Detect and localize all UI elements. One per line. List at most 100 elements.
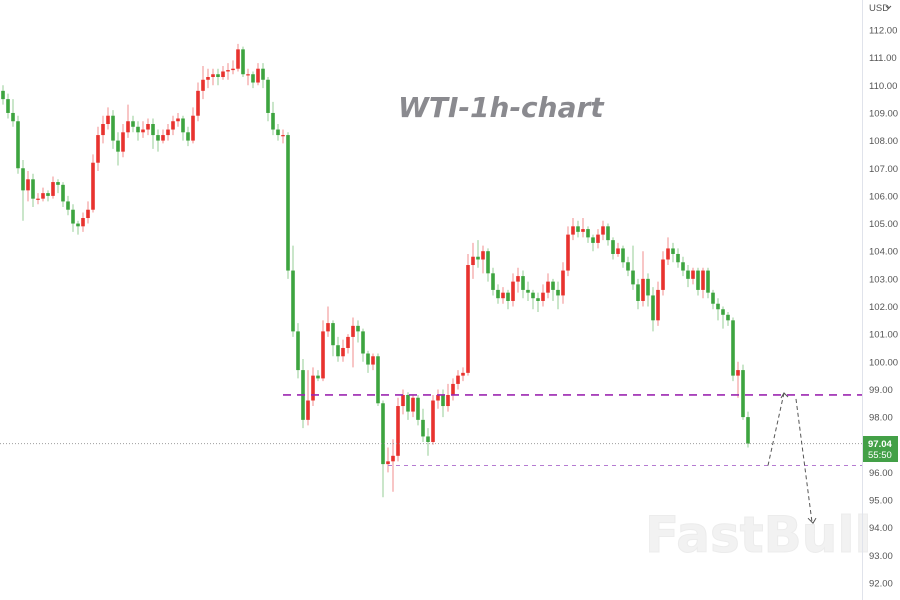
price-axis[interactable]: 112.00 111.00 110.00 109.00 108.00 107.00 106.…: [869, 26, 898, 590]
candle: [581, 218, 585, 238]
candle-body: [441, 394, 445, 407]
candle: [566, 226, 570, 277]
candle: [191, 107, 195, 144]
candle: [391, 439, 395, 492]
candle: [541, 284, 545, 307]
candle: [686, 265, 690, 288]
candle-body: [351, 325, 355, 337]
drawings-layer: [0, 392, 862, 524]
candle: [326, 306, 330, 337]
price-tick-label: 98.00: [869, 413, 893, 424]
candle-body: [216, 74, 220, 78]
candle-body: [481, 251, 485, 260]
candle-body: [276, 129, 280, 136]
candle: [481, 245, 485, 274]
candle: [441, 389, 445, 418]
candle: [116, 132, 120, 166]
candle: [81, 212, 85, 232]
candle-body: [571, 226, 575, 235]
candle: [361, 328, 365, 362]
candle: [651, 287, 655, 332]
candle: [271, 101, 275, 136]
candle-body: [731, 320, 735, 376]
candle: [256, 63, 260, 86]
candle: [261, 63, 265, 89]
candle: [21, 159, 25, 221]
candles-layer: [1, 43, 750, 498]
candle: [721, 306, 725, 329]
candle-body: [741, 370, 745, 418]
candle-body: [721, 309, 725, 315]
last-price-value: 97.04: [868, 439, 892, 450]
candle-body: [261, 68, 265, 80]
candle-body: [61, 184, 65, 202]
candle: [316, 370, 320, 382]
candle: [401, 389, 405, 415]
candle-body: [176, 118, 180, 122]
candle-body: [81, 218, 85, 227]
candle-body: [511, 281, 515, 301]
price-tick-label: 108.00: [869, 136, 898, 147]
candle-body: [631, 270, 635, 285]
candle-body: [36, 198, 40, 200]
candle-body: [556, 289, 560, 296]
candle: [476, 240, 480, 268]
candle: [161, 129, 165, 144]
candle-body: [11, 112, 15, 122]
candle: [561, 262, 565, 304]
candle: [471, 242, 475, 279]
candle-body: [16, 121, 20, 169]
last-price-tag-bg: [863, 436, 898, 462]
price-tick-label: 94.00: [869, 523, 893, 534]
candle: [746, 411, 750, 448]
projection-down-arrow[interactable]: [795, 398, 813, 523]
candle: [516, 267, 520, 293]
price-tick-label: 95.00: [869, 496, 893, 507]
candle-body: [406, 394, 410, 412]
price-tick-label: 105.00: [869, 219, 898, 230]
price-tick-label: 107.00: [869, 164, 898, 175]
candle-body: [501, 292, 505, 299]
candle-body: [411, 397, 415, 412]
candle: [131, 115, 135, 133]
candle: [306, 370, 310, 426]
candle: [171, 115, 175, 136]
price-tick-label: 103.00: [869, 274, 898, 285]
candle: [66, 195, 70, 216]
candle: [31, 173, 35, 207]
candle: [91, 154, 95, 213]
candle: [301, 359, 305, 429]
candle: [176, 112, 180, 127]
candle: [701, 267, 705, 299]
price-tick-label: 110.00: [869, 81, 897, 92]
candle-body: [296, 331, 300, 371]
candle: [141, 121, 145, 138]
candle: [576, 220, 580, 238]
candle-body: [536, 298, 540, 301]
candle-body: [201, 79, 205, 91]
projection-up-arrow[interactable]: [767, 392, 785, 466]
candle-body: [76, 223, 80, 227]
price-tick-label: 93.00: [869, 551, 893, 562]
candle-body: [641, 278, 645, 301]
candle: [436, 389, 440, 409]
candle-body: [581, 229, 585, 232]
candle-body: [326, 323, 330, 332]
candle: [676, 248, 680, 268]
candle-body: [226, 70, 230, 72]
candle-body: [476, 256, 480, 260]
candle: [376, 353, 380, 407]
candle: [1, 85, 5, 105]
currency-selector[interactable]: USD: [869, 3, 892, 14]
candle-body: [346, 336, 350, 348]
candle: [656, 281, 660, 326]
candle-body: [121, 132, 125, 152]
candle: [86, 201, 90, 224]
arrowhead-icon: [780, 392, 789, 399]
candle: [126, 104, 130, 138]
candle: [446, 383, 450, 412]
candle: [521, 270, 525, 299]
candle-body: [696, 270, 700, 290]
candle-body: [471, 256, 475, 266]
candle-body: [281, 135, 285, 137]
